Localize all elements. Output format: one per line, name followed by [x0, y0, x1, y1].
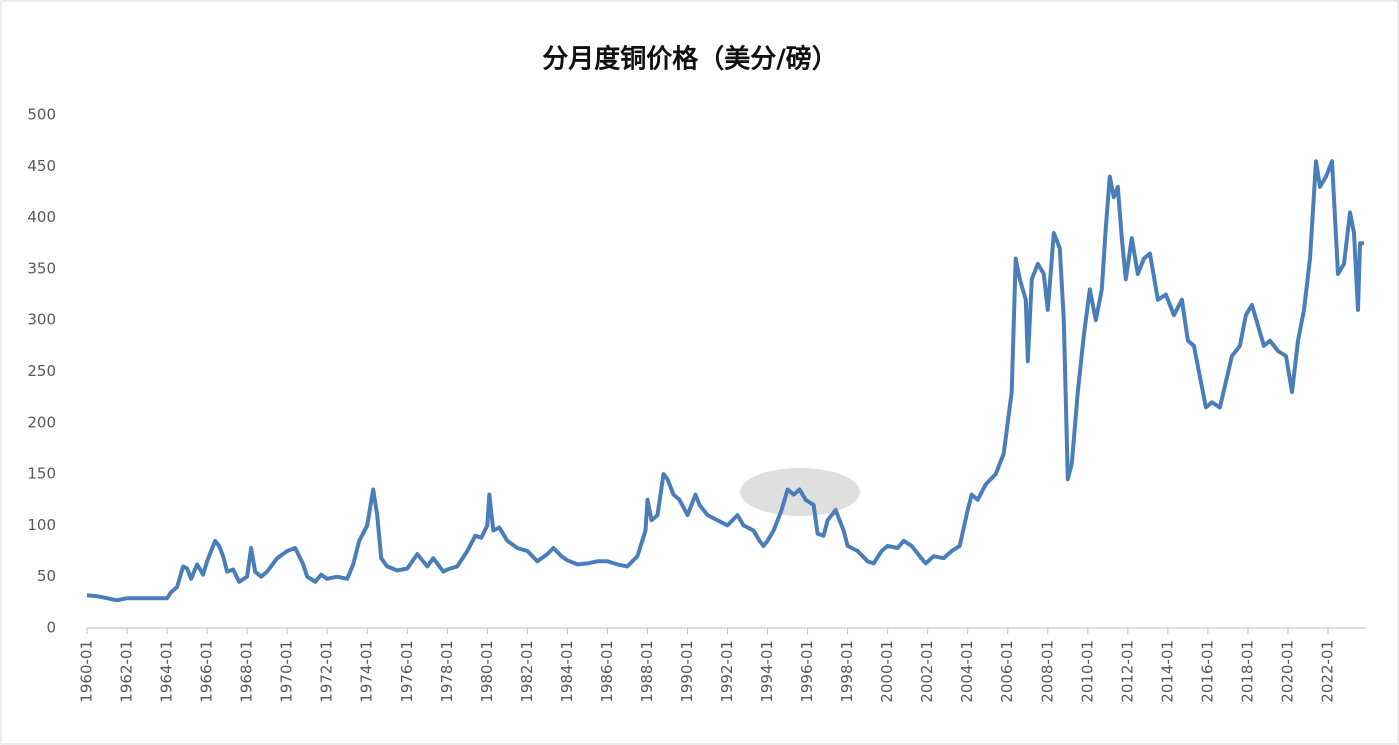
x-tick-label: 1984-01 — [558, 640, 576, 703]
x-tick-label: 2022-01 — [1319, 640, 1337, 703]
x-tick-label: 1964-01 — [158, 640, 176, 703]
y-tick-label: 300 — [27, 311, 56, 329]
x-tick-label: 1968-01 — [238, 640, 256, 703]
x-tick-label: 2010-01 — [1078, 640, 1096, 703]
x-tick-label: 2000-01 — [878, 640, 896, 703]
x-tick-label: 1978-01 — [438, 640, 456, 703]
x-tick-label: 1970-01 — [278, 640, 296, 703]
x-tick-label: 1960-01 — [78, 640, 96, 703]
y-tick-label: 400 — [27, 208, 56, 226]
x-tick-label: 1994-01 — [758, 640, 776, 703]
y-tick-label: 100 — [27, 516, 56, 534]
x-tick-label: 1990-01 — [678, 640, 696, 703]
x-tick-label: 1976-01 — [398, 640, 416, 703]
y-tick-label: 500 — [27, 106, 56, 124]
x-tick-label: 2012-01 — [1118, 640, 1136, 703]
chart-title: 分月度铜价格（美分/磅） — [542, 44, 838, 75]
x-tick-label: 1982-01 — [518, 640, 536, 703]
y-tick-label: 250 — [27, 362, 56, 380]
x-tick-label: 2004-01 — [958, 640, 976, 703]
x-tick-label: 1998-01 — [838, 640, 856, 703]
x-tick-label: 1996-01 — [798, 640, 816, 703]
x-tick-label: 2008-01 — [1038, 640, 1056, 703]
x-tick-label: 1966-01 — [198, 640, 216, 703]
x-tick-label: 2016-01 — [1198, 640, 1216, 703]
x-tick-label: 2002-01 — [918, 640, 936, 703]
y-tick-label: 0 — [46, 619, 56, 637]
x-tick-label: 1974-01 — [358, 640, 376, 703]
x-tick-label: 2018-01 — [1238, 640, 1256, 703]
y-tick-label: 450 — [27, 157, 56, 175]
x-tick-label: 1988-01 — [638, 640, 656, 703]
x-tick-label: 1986-01 — [598, 640, 616, 703]
price-line — [86, 159, 1364, 603]
y-tick-label: 150 — [27, 465, 56, 483]
x-tick-label: 2020-01 — [1278, 640, 1296, 703]
x-tick-label: 1992-01 — [718, 640, 736, 703]
x-tick-label: 1962-01 — [118, 640, 136, 703]
y-tick-label: 50 — [37, 567, 56, 585]
x-tick-label: 2006-01 — [998, 640, 1016, 703]
y-tick-label: 350 — [27, 259, 56, 277]
x-tick-label: 1972-01 — [318, 640, 336, 703]
x-tick-label: 2014-01 — [1158, 640, 1176, 703]
y-tick-label: 200 — [27, 413, 56, 431]
x-tick-label: 1980-01 — [478, 640, 496, 703]
